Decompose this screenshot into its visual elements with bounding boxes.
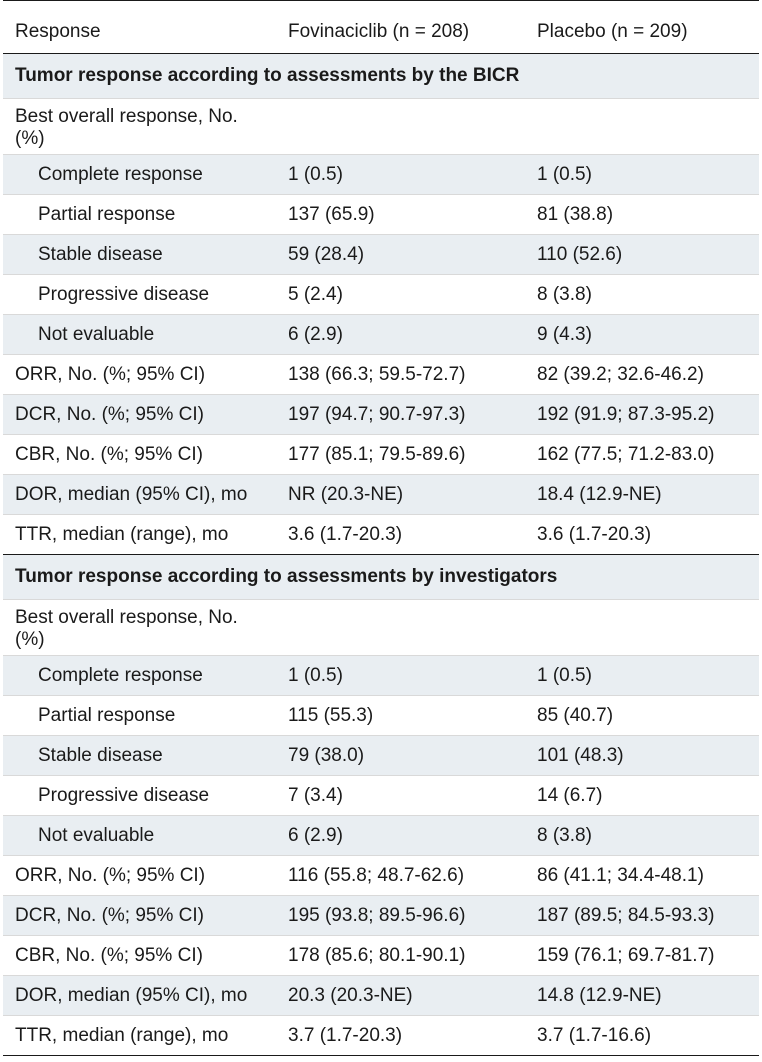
table-row: ORR, No. (%; 95% CI) 116 (55.8; 48.7-62.6… [3,855,759,896]
row-label: CBR, No. (%; 95% CI) [3,935,276,976]
fovinaciclib-value: 1 (0.5) [276,154,525,195]
group-label: Best overall response, No. (%) [3,98,276,155]
placebo-value: 110 (52.6) [525,234,759,275]
row-label: Not evaluable [3,314,276,355]
fovinaciclib-value: 7 (3.4) [276,775,525,816]
group-label: Best overall response, No. (%) [3,599,276,656]
fovinaciclib-value: 197 (94.7; 90.7-97.3) [276,394,525,435]
fovinaciclib-value: NR (20.3-NE) [276,474,525,515]
placebo-value: 162 (77.5; 71.2-83.0) [525,434,759,475]
placebo-value: 8 (3.8) [525,274,759,315]
fovinaciclib-value: 178 (85.6; 80.1-90.1) [276,935,525,976]
section-title-row: Tumor response according to assessments … [3,554,759,600]
placebo-value: 3.6 (1.7-20.3) [525,514,759,555]
row-label: DCR, No. (%; 95% CI) [3,895,276,936]
empty-cell [525,599,759,656]
table-header-row: Response Fovinaciclib (n = 208) Placebo … [3,0,759,54]
fovinaciclib-value: 195 (93.8; 89.5-96.6) [276,895,525,936]
table-row: Stable disease 79 (38.0) 101 (48.3) [3,735,759,776]
row-label: Not evaluable [3,815,276,856]
row-label: DOR, median (95% CI), mo [3,975,276,1016]
placebo-value: 86 (41.1; 34.4-48.1) [525,855,759,896]
placebo-value: 8 (3.8) [525,815,759,856]
section-title: Tumor response according to assessments … [3,53,759,99]
fovinaciclib-value: 20.3 (20.3-NE) [276,975,525,1016]
table-row: DOR, median (95% CI), mo 20.3 (20.3-NE) 14… [3,975,759,1016]
empty-cell [276,599,525,656]
row-label: Progressive disease [3,775,276,816]
placebo-value: 1 (0.5) [525,154,759,195]
fovinaciclib-value: 5 (2.4) [276,274,525,315]
placebo-value: 14.8 (12.9-NE) [525,975,759,1016]
row-label: Stable disease [3,234,276,275]
fovinaciclib-value: 79 (38.0) [276,735,525,776]
table-body: Tumor response according to assessments … [3,53,759,1056]
fovinaciclib-value: 1 (0.5) [276,655,525,696]
table-row: Complete response 1 (0.5) 1 (0.5) [3,655,759,696]
row-label: Progressive disease [3,274,276,315]
section-title: Tumor response according to assessments … [3,554,759,600]
placebo-value: 192 (91.9; 87.3-95.2) [525,394,759,435]
table-row: Partial response 137 (65.9) 81 (38.8) [3,194,759,235]
table-row: Progressive disease 7 (3.4) 14 (6.7) [3,775,759,816]
table-row: Progressive disease 5 (2.4) 8 (3.8) [3,274,759,315]
row-label: ORR, No. (%; 95% CI) [3,354,276,395]
placebo-value: 9 (4.3) [525,314,759,355]
fovinaciclib-value: 116 (55.8; 48.7-62.6) [276,855,525,896]
row-label: Complete response [3,154,276,195]
table-row: Complete response 1 (0.5) 1 (0.5) [3,154,759,195]
placebo-value: 14 (6.7) [525,775,759,816]
placebo-value: 3.7 (1.7-16.6) [525,1015,759,1056]
fovinaciclib-value: 3.7 (1.7-20.3) [276,1015,525,1056]
table-row: DOR, median (95% CI), mo NR (20.3-NE) 18.4… [3,474,759,515]
table-row: TTR, median (range), mo 3.6 (1.7-20.3) 3.6… [3,514,759,555]
fovinaciclib-value: 137 (65.9) [276,194,525,235]
header-placebo: Placebo (n = 209) [525,0,759,54]
empty-cell [525,98,759,155]
fovinaciclib-value: 6 (2.9) [276,314,525,355]
section-title-row: Tumor response according to assessments … [3,53,759,99]
header-response: Response [3,0,276,54]
placebo-value: 85 (40.7) [525,695,759,736]
row-label: Partial response [3,695,276,736]
fovinaciclib-value: 138 (66.3; 59.5-72.7) [276,354,525,395]
row-label: ORR, No. (%; 95% CI) [3,855,276,896]
table-row: CBR, No. (%; 95% CI) 178 (85.6; 80.1-90.1… [3,935,759,976]
row-label: Partial response [3,194,276,235]
table-row: DCR, No. (%; 95% CI) 197 (94.7; 90.7-97.3… [3,394,759,435]
placebo-value: 18.4 (12.9-NE) [525,474,759,515]
placebo-value: 82 (39.2; 32.6-46.2) [525,354,759,395]
table-row: CBR, No. (%; 95% CI) 177 (85.1; 79.5-89.6… [3,434,759,475]
row-label: DOR, median (95% CI), mo [3,474,276,515]
group-label-row: Best overall response, No. (%) [3,98,759,155]
placebo-value: 101 (48.3) [525,735,759,776]
placebo-value: 81 (38.8) [525,194,759,235]
row-label: DCR, No. (%; 95% CI) [3,394,276,435]
table-row: Not evaluable 6 (2.9) 8 (3.8) [3,815,759,856]
fovinaciclib-value: 59 (28.4) [276,234,525,275]
table-row: Not evaluable 6 (2.9) 9 (4.3) [3,314,759,355]
row-label: TTR, median (range), mo [3,1015,276,1056]
table-row: Partial response 115 (55.3) 85 (40.7) [3,695,759,736]
table-row: ORR, No. (%; 95% CI) 138 (66.3; 59.5-72.7… [3,354,759,395]
row-label: Stable disease [3,735,276,776]
tumor-response-table: Response Fovinaciclib (n = 208) Placebo … [3,0,759,1056]
fovinaciclib-value: 115 (55.3) [276,695,525,736]
fovinaciclib-value: 177 (85.1; 79.5-89.6) [276,434,525,475]
fovinaciclib-value: 6 (2.9) [276,815,525,856]
placebo-value: 1 (0.5) [525,655,759,696]
table-row: DCR, No. (%; 95% CI) 195 (93.8; 89.5-96.6… [3,895,759,936]
table-row: Stable disease 59 (28.4) 110 (52.6) [3,234,759,275]
empty-cell [276,98,525,155]
placebo-value: 187 (89.5; 84.5-93.3) [525,895,759,936]
group-label-row: Best overall response, No. (%) [3,599,759,656]
row-label: Complete response [3,655,276,696]
fovinaciclib-value: 3.6 (1.7-20.3) [276,514,525,555]
table-row: TTR, median (range), mo 3.7 (1.7-20.3) 3.7… [3,1015,759,1056]
header-fovinaciclib: Fovinaciclib (n = 208) [276,0,525,54]
row-label: TTR, median (range), mo [3,514,276,555]
placebo-value: 159 (76.1; 69.7-81.7) [525,935,759,976]
row-label: CBR, No. (%; 95% CI) [3,434,276,475]
